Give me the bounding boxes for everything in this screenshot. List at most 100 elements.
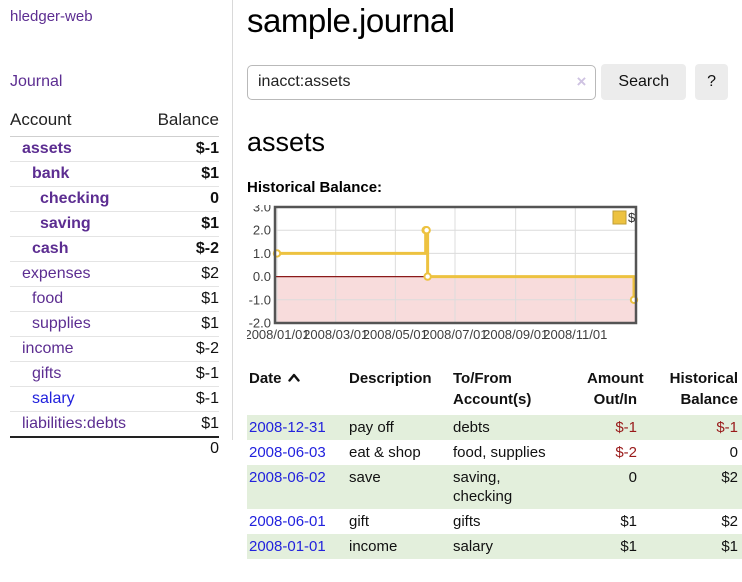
register-row: 2008-06-02 save saving, checking 0 $2	[247, 465, 742, 509]
svg-text:2008/07/01: 2008/07/01	[422, 327, 487, 342]
svg-text:3.0: 3.0	[253, 205, 271, 215]
register-amount: $-2	[615, 444, 637, 461]
accounts-total-row: 0	[10, 436, 219, 461]
accounts-table: Account Balance assets $-1 bank $1 check…	[10, 108, 219, 461]
register-row: 2008-06-03 eat & shop food, supplies $-2…	[247, 440, 742, 465]
help-button[interactable]: ?	[695, 64, 728, 100]
register-description: pay off	[349, 419, 394, 436]
legend-label: $	[628, 210, 636, 225]
account-link-checking[interactable]: checking	[40, 190, 110, 207]
accounts-total: 0	[146, 436, 219, 461]
account-link-salary[interactable]: salary	[32, 390, 75, 407]
app-title-link[interactable]: hledger-web	[10, 8, 93, 25]
search-button[interactable]: Search	[601, 64, 687, 100]
register-balance: $-1	[716, 419, 738, 436]
svg-text:-2.0: -2.0	[249, 316, 271, 331]
register-col-date[interactable]: Date	[247, 368, 347, 415]
svg-text:2008/11/01: 2008/11/01	[543, 327, 607, 342]
register-col-description: Description	[349, 370, 432, 387]
account-row: assets $-1	[10, 137, 219, 162]
historical-balance-chart[interactable]: 3.0 2.0 1.0 0.0 -1.0 -2.02008/01/012008/03/01…	[247, 205, 653, 347]
account-balance: $-1	[195, 140, 219, 157]
accounts-col-account: Account	[10, 108, 147, 137]
svg-text:0.0: 0.0	[253, 269, 271, 284]
account-balance: $-1	[146, 386, 219, 412]
register-amount: $-1	[615, 419, 637, 436]
account-balance: $-2	[146, 336, 219, 362]
chart-title: Historical Balance:	[247, 179, 383, 196]
register-amount: 0	[628, 469, 637, 486]
accounts-col-balance: Balance	[146, 108, 219, 137]
account-balance: $1	[146, 311, 219, 337]
svg-text:2.0: 2.0	[253, 223, 271, 238]
register-row: 2008-01-01 income salary $1 $1	[247, 534, 742, 559]
register-col-balance: Historical Balance	[669, 370, 738, 408]
register-date-link[interactable]: 2008-06-01	[249, 513, 326, 530]
main-content: sample.journal × Search ? assets Histori…	[233, 0, 742, 559]
account-link-income[interactable]: income	[22, 340, 74, 357]
account-row: cash $-2	[10, 236, 219, 262]
account-row: food $1	[10, 286, 219, 312]
page-title: sample.journal	[247, 2, 455, 39]
accounts-header-row: Account Balance	[10, 108, 219, 137]
register-description: eat & shop	[349, 444, 421, 461]
clear-search-icon[interactable]: ×	[576, 71, 587, 91]
account-balance: $-1	[146, 361, 219, 387]
account-row: gifts $-1	[10, 361, 219, 387]
register-accounts: food, supplies	[453, 444, 546, 461]
register-description: income	[349, 538, 398, 555]
svg-text:1.0: 1.0	[253, 246, 271, 261]
account-row: checking 0	[10, 186, 219, 212]
register-col-accounts: To/From Account(s)	[453, 370, 532, 408]
register-accounts: saving, checking	[453, 469, 513, 505]
register-row: 2008-06-01 gift gifts $1 $2	[247, 509, 742, 534]
svg-text:-1.0: -1.0	[249, 292, 271, 307]
register-accounts: salary	[453, 538, 494, 555]
page: hledger-web Journal Account Balance asse…	[10, 0, 742, 559]
register-balance: $2	[721, 513, 738, 530]
account-row: bank $1	[10, 161, 219, 187]
account-balance: $1	[146, 211, 219, 237]
search-input[interactable]	[247, 64, 597, 100]
register-accounts: debts	[453, 419, 490, 436]
account-row: saving $1	[10, 211, 219, 237]
sidebar-nav: Journal	[10, 73, 218, 91]
account-balance: $1	[146, 411, 219, 437]
sidebar-item-journal[interactable]: Journal	[10, 73, 63, 90]
account-link-saving[interactable]: saving	[40, 215, 91, 232]
register-date-link[interactable]: 2008-06-02	[249, 469, 326, 486]
account-link-food[interactable]: food	[32, 290, 64, 307]
account-link-cash[interactable]: cash	[32, 240, 69, 257]
register-date-link[interactable]: 2008-01-01	[249, 538, 326, 555]
account-balance: $-2	[146, 236, 219, 262]
account-row: liabilities:debts $1	[10, 411, 219, 437]
register-col-amount: Amount Out/In	[587, 370, 644, 408]
register-balance: $1	[721, 538, 738, 555]
register-date-link[interactable]: 2008-06-03	[249, 444, 326, 461]
account-link-expenses[interactable]: expenses	[22, 265, 91, 282]
account-row: salary $-1	[10, 386, 219, 412]
account-link-liabilities-debts[interactable]: liabilities:debts	[22, 415, 127, 432]
account-link-supplies[interactable]: supplies	[32, 315, 91, 332]
svg-text:2008/01/01: 2008/01/01	[247, 327, 310, 342]
account-link-assets[interactable]: assets	[22, 140, 72, 157]
legend-swatch	[612, 210, 627, 225]
account-link-bank[interactable]: bank	[32, 165, 70, 182]
register-accounts: gifts	[453, 513, 481, 530]
account-balance: $1	[146, 286, 219, 312]
register-description: gift	[349, 513, 370, 530]
account-link-gifts[interactable]: gifts	[32, 365, 62, 382]
search-box: ×	[247, 64, 597, 100]
register-balance: $2	[721, 469, 738, 486]
section-title: assets	[247, 127, 326, 157]
register-date-link[interactable]: 2008-12-31	[249, 419, 326, 436]
register-balance: 0	[729, 444, 738, 461]
app-title: hledger-web	[10, 8, 218, 26]
register-description: save	[349, 469, 381, 486]
account-balance: 0	[146, 186, 219, 212]
account-row: income $-2	[10, 336, 219, 362]
svg-text:2008/03/01: 2008/03/01	[303, 327, 368, 342]
search-bar: × Search ?	[247, 64, 728, 100]
svg-text:2008/09/01: 2008/09/01	[483, 327, 548, 342]
svg-text:2008/05/01: 2008/05/01	[363, 327, 428, 342]
